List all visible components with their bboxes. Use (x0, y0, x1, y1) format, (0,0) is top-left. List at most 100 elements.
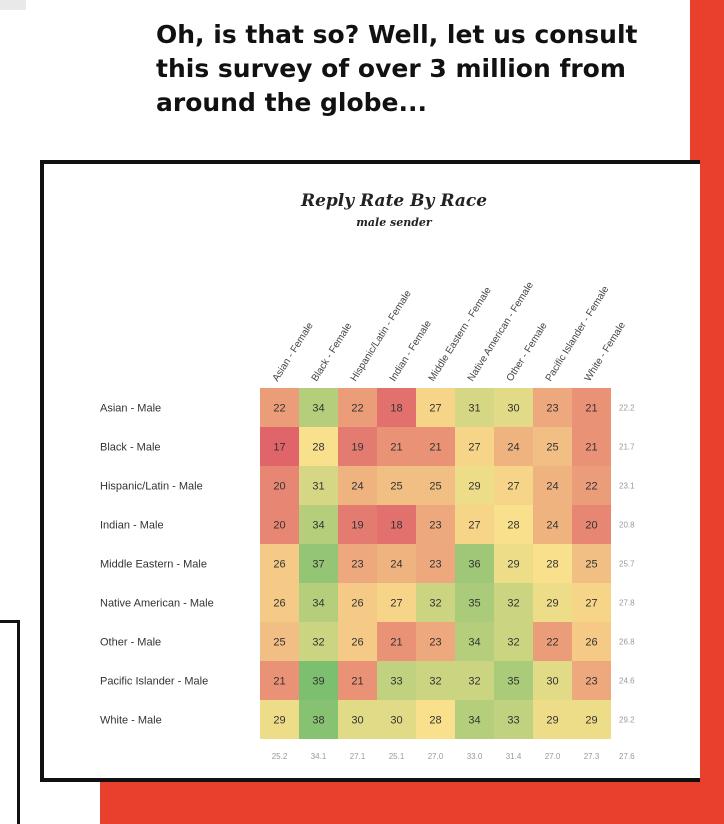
heatmap-cell-value: 24 (351, 481, 363, 493)
heatmap-cell (494, 583, 533, 622)
heatmap-cell-value: 39 (312, 676, 324, 688)
heatmap-cell (338, 466, 377, 505)
column-label: Indian - Female (388, 318, 434, 383)
heatmap-cell-value: 24 (390, 559, 402, 571)
heatmap-cell-value: 28 (546, 559, 558, 571)
heatmap-cell-value: 19 (351, 520, 363, 532)
column-average: 34.1 (311, 752, 327, 761)
heatmap-cell-value: 32 (312, 637, 324, 649)
heatmap-cell-value: 33 (507, 715, 519, 727)
overall-average: 27.6 (619, 752, 635, 761)
heatmap-cell-value: 29 (585, 715, 597, 727)
heatmap-cell (377, 661, 416, 700)
heatmap-cell (260, 661, 299, 700)
chart-subtitle: male sender (356, 216, 433, 229)
heatmap-cell-value: 21 (390, 442, 402, 454)
heatmap-cell-value: 23 (429, 559, 441, 571)
heatmap-cell-value: 26 (273, 598, 285, 610)
heatmap-cell-value: 23 (429, 520, 441, 532)
heatmap-cell (377, 622, 416, 661)
heatmap-cell-value: 32 (468, 676, 480, 688)
heatmap-cell-value: 19 (351, 442, 363, 454)
row-label: Black - Male (100, 442, 161, 454)
heatmap-cell-value: 24 (546, 520, 558, 532)
heatmap-cell (260, 544, 299, 583)
heatmap-cell (260, 505, 299, 544)
heatmap-cell-value: 26 (585, 637, 597, 649)
heatmap-cell (260, 466, 299, 505)
row-label: Middle Eastern - Male (100, 559, 207, 571)
heatmap-cell-value: 21 (585, 403, 597, 415)
heatmap-cell (260, 622, 299, 661)
heatmap-cell-value: 29 (546, 715, 558, 727)
heatmap-cell-value: 35 (468, 598, 480, 610)
heatmap-cell (533, 583, 572, 622)
heatmap-cell (260, 427, 299, 466)
heatmap-cell (416, 661, 455, 700)
heatmap-cell-value: 27 (468, 442, 480, 454)
heatmap-cell-value: 32 (507, 598, 519, 610)
heatmap-cell-value: 29 (273, 715, 285, 727)
heatmap-cell-value: 23 (585, 676, 597, 688)
heatmap-cell-value: 27 (429, 403, 441, 415)
corner-fragment (0, 0, 26, 10)
heatmap-cell-value: 27 (390, 598, 402, 610)
heatmap-cell (299, 622, 338, 661)
heatmap-cell (416, 544, 455, 583)
column-average: 27.1 (350, 752, 366, 761)
heatmap-cell (299, 583, 338, 622)
heatmap-cell-value: 25 (390, 481, 402, 493)
heatmap-cell-value: 36 (468, 559, 480, 571)
heatmap-cell-value: 37 (312, 559, 324, 571)
heatmap-cell (338, 427, 377, 466)
heatmap-cell (416, 622, 455, 661)
heatmap-cell-value: 25 (585, 559, 597, 571)
column-label: White - Female (583, 320, 628, 384)
heatmap-cell (494, 427, 533, 466)
heatmap-cell-value: 28 (429, 715, 441, 727)
heatmap-cell-value: 38 (312, 715, 324, 727)
heatmap-cell (377, 544, 416, 583)
column-label: Asian - Female (271, 320, 316, 383)
heatmap-cell (377, 505, 416, 544)
heatmap-cell-value: 22 (273, 403, 285, 415)
heatmap-cell (416, 700, 455, 739)
heatmap-cell-value: 18 (390, 520, 402, 532)
column-label: Pacific Islander - Female (544, 284, 612, 384)
heatmap-cell (533, 544, 572, 583)
heatmap-cell (260, 388, 299, 427)
heatmap-cell (533, 388, 572, 427)
heatmap-cell (494, 505, 533, 544)
heatmap-cell-value: 30 (351, 715, 363, 727)
heatmap-cell-value: 32 (507, 637, 519, 649)
heatmap-cell (455, 427, 494, 466)
heatmap-cell (494, 661, 533, 700)
heatmap-cell-value: 20 (585, 520, 597, 532)
heatmap-cell (455, 700, 494, 739)
heatmap-cell-value: 26 (351, 598, 363, 610)
heatmap-cell-value: 30 (546, 676, 558, 688)
heatmap-cell (338, 544, 377, 583)
heatmap-cell (299, 544, 338, 583)
heatmap-cell-value: 34 (312, 598, 324, 610)
column-average: 27.0 (428, 752, 444, 761)
heatmap-cell-value: 21 (351, 676, 363, 688)
heatmap-cell (533, 700, 572, 739)
heatmap-cell-value: 23 (546, 403, 558, 415)
heatmap-cell-value: 24 (507, 442, 519, 454)
comic-panel-border (0, 620, 20, 824)
heatmap-cell-value: 23 (351, 559, 363, 571)
heatmap-cell-value: 28 (312, 442, 324, 454)
heatmap-cell (338, 388, 377, 427)
heatmap-cell-value: 22 (546, 637, 558, 649)
chart-title: Reply Rate By Race (300, 191, 487, 211)
heatmap-cell-value: 27 (507, 481, 519, 493)
heatmap-cell-value: 29 (507, 559, 519, 571)
heatmap-cell (377, 466, 416, 505)
heatmap-cell-value: 22 (351, 403, 363, 415)
heatmap-cell (416, 466, 455, 505)
heatmap-cell-value: 20 (273, 520, 285, 532)
heatmap-cell (533, 466, 572, 505)
row-label: Indian - Male (100, 520, 164, 532)
heatmap-cell-value: 32 (429, 676, 441, 688)
